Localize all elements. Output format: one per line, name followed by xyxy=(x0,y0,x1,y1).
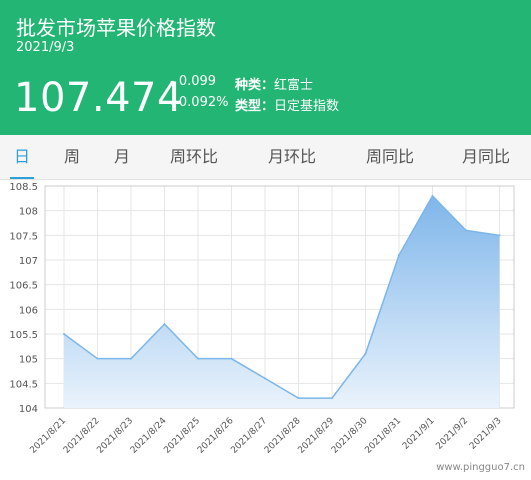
y-tick-label-5: 106.5 xyxy=(9,281,38,292)
y-tick-label-7: 107.5 xyxy=(9,231,38,242)
change-percent: ↓0.092% xyxy=(168,95,229,110)
variety-value: 红富士 xyxy=(274,78,314,93)
series-area xyxy=(64,195,500,408)
type-info: 类型：日定基指数 xyxy=(235,95,339,114)
series-line xyxy=(63,194,500,399)
data-point-12 xyxy=(465,229,467,232)
index-value: 107.474 xyxy=(14,75,183,121)
data-point-2 xyxy=(130,357,132,360)
y-tick-label-4: 106 xyxy=(19,305,38,316)
data-point-8 xyxy=(331,397,333,400)
type-value: 日定基指数 xyxy=(274,99,340,114)
data-point-5 xyxy=(230,357,233,360)
data-point-11 xyxy=(431,194,434,197)
x-tick-label-12: 2021/9/2 xyxy=(434,416,470,452)
type-label: 类型： xyxy=(235,99,275,114)
tab-week-on-week[interactable]: 周环比 xyxy=(170,147,219,166)
tab-week-year-on-year[interactable]: 周同比 xyxy=(366,147,415,166)
variety-label: 种类： xyxy=(235,78,275,93)
tab-month-year-on-year[interactable]: 月同比 xyxy=(462,147,511,166)
data-point-3 xyxy=(163,323,166,326)
variety-info: 种类：红富士 xyxy=(235,74,313,93)
x-tick-label-13: 2021/9/3 xyxy=(468,416,504,452)
y-tick-label-2: 105 xyxy=(19,355,38,366)
data-point-10 xyxy=(398,254,400,257)
y-tick-label-6: 107 xyxy=(19,256,38,267)
header-panel: 批发市场苹果价格指数 2021/9/3 107.474 - 0.099 ↓0.0… xyxy=(0,0,531,135)
tab-week[interactable]: 周 xyxy=(64,147,81,166)
data-point-6 xyxy=(264,377,266,380)
tab-day[interactable]: 日 xyxy=(9,135,35,179)
data-point-9 xyxy=(364,352,367,355)
y-tick-label-9: 108.5 xyxy=(9,182,38,193)
change-value: - 0.099 xyxy=(170,74,217,89)
data-point-13 xyxy=(498,234,501,237)
watermark-text: www.pingguo7.cn xyxy=(436,462,525,473)
tab-month[interactable]: 月 xyxy=(114,147,131,166)
data-point-7 xyxy=(297,397,300,400)
y-tick-label-3: 105.5 xyxy=(9,330,38,341)
x-tick-label-11: 2021/9/1 xyxy=(401,416,437,452)
x-tick-label-10: 2021/8/31 xyxy=(363,416,403,456)
data-point-4 xyxy=(197,357,199,360)
y-tick-label-8: 108 xyxy=(19,207,38,218)
data-point-1 xyxy=(96,357,99,360)
page-title: 批发市场苹果价格指数 xyxy=(16,16,216,40)
data-point-0 xyxy=(63,333,65,335)
period-tabs: 日 周 月 周环比 月环比 周同比 月同比 xyxy=(0,135,531,180)
tab-month-on-month[interactable]: 月环比 xyxy=(268,147,317,166)
y-tick-label-1: 104.5 xyxy=(9,379,38,390)
y-tick-label-0: 104 xyxy=(19,404,38,415)
index-date: 2021/9/3 xyxy=(16,40,75,55)
